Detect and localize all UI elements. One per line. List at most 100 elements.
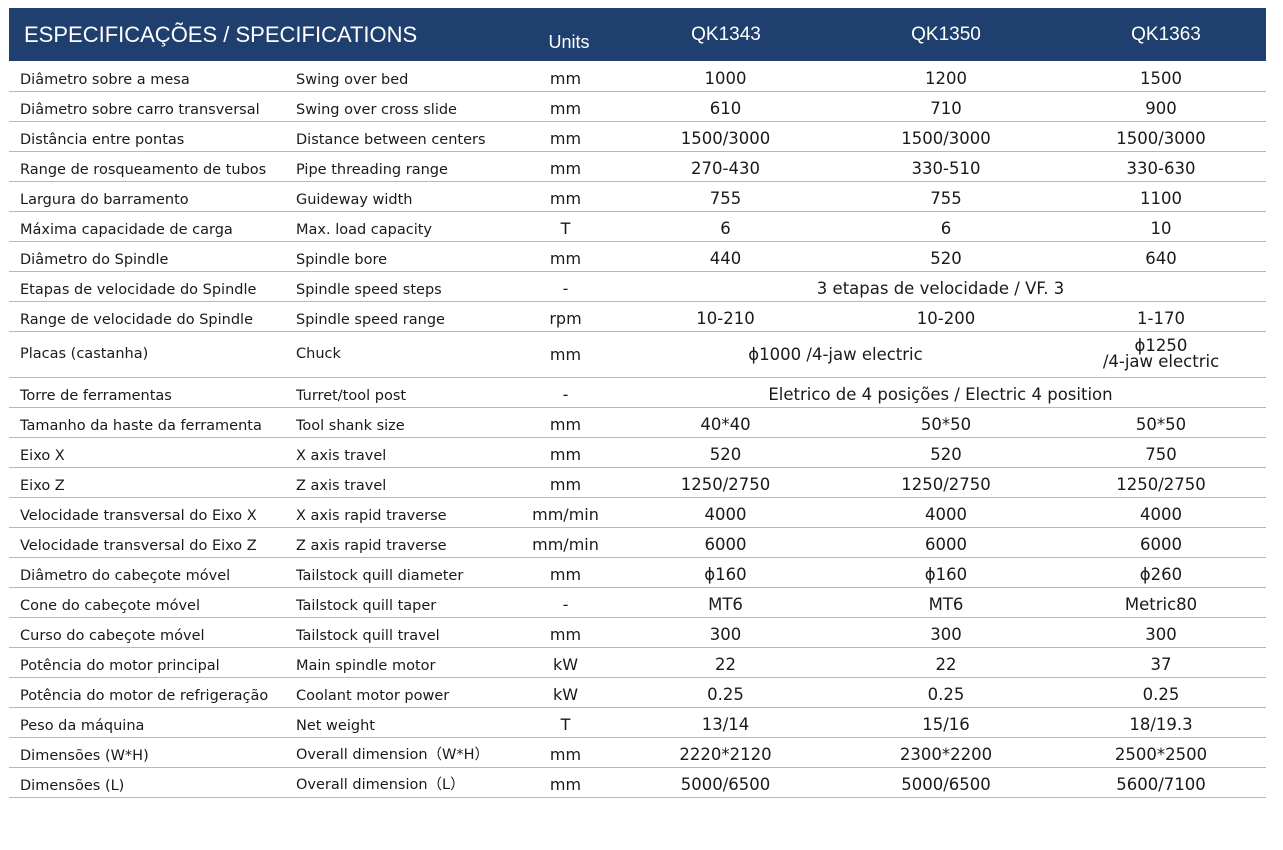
value-qk1343: 300 bbox=[615, 617, 836, 648]
unit-cell: - bbox=[516, 587, 615, 618]
label-english: Tailstock quill taper bbox=[296, 587, 516, 618]
unit-cell: rpm bbox=[516, 301, 615, 332]
value-qk1350: 1500/3000 bbox=[836, 121, 1056, 152]
specifications-table: Diâmetro sobre a mesa Swing over bed mm 100… bbox=[9, 61, 1266, 798]
unit-cell: mm bbox=[516, 407, 615, 438]
value-qk1343: 13/14 bbox=[615, 707, 836, 738]
unit-cell: mm bbox=[516, 151, 615, 182]
value-qk1350: 520 bbox=[836, 241, 1056, 272]
unit-cell: mm bbox=[516, 617, 615, 648]
table-row: Diâmetro sobre a mesa Swing over bed mm 100… bbox=[9, 61, 1266, 92]
value-qk1350: 5000/6500 bbox=[836, 767, 1056, 798]
value-all-models: Eletrico de 4 posições / Electric 4 posi… bbox=[615, 377, 1266, 408]
label-english: Guideway width bbox=[296, 181, 516, 212]
unit-cell: mm bbox=[516, 437, 615, 468]
table-row: Peso da máquina Net weight T 13/14 15/16 18/1… bbox=[9, 707, 1266, 738]
value-qk1350: 1250/2750 bbox=[836, 467, 1056, 498]
value-qk1350: ϕ160 bbox=[836, 557, 1056, 588]
value-qk1343: ϕ160 bbox=[615, 557, 836, 588]
table-row: Distância entre pontas Distance between c… bbox=[9, 121, 1266, 152]
unit-cell: mm bbox=[516, 61, 615, 92]
value-qk1343: 6000 bbox=[615, 527, 836, 558]
table-row: Curso do cabeçote móvel Tailstock quill t… bbox=[9, 617, 1266, 648]
value-qk1350: 300 bbox=[836, 617, 1056, 648]
unit-cell: - bbox=[516, 377, 615, 408]
unit-cell: T bbox=[516, 707, 615, 738]
value-qk1363: 0.25 bbox=[1056, 677, 1266, 708]
table-row: Placas (castanha) Chuck mm ϕ1000 /4-jaw ele… bbox=[9, 331, 1266, 378]
label-english: Turret/tool post bbox=[296, 377, 516, 408]
label-english: X axis travel bbox=[296, 437, 516, 468]
table-row: Range de rosqueamento de tubos Pipe threa… bbox=[9, 151, 1266, 182]
label-portuguese: Torre de ferramentas bbox=[9, 377, 296, 408]
value-qk1343: 4000 bbox=[615, 497, 836, 528]
value-qk1343: 0.25 bbox=[615, 677, 836, 708]
value-qk1363: 640 bbox=[1056, 241, 1266, 272]
value-qk1350: 6 bbox=[836, 211, 1056, 242]
chuck-qk1363-line1: ϕ1250 bbox=[1134, 336, 1188, 355]
label-english: Coolant motor power bbox=[296, 677, 516, 708]
label-portuguese: Diâmetro do cabeçote móvel bbox=[9, 557, 296, 588]
value-qk1363: 1-170 bbox=[1056, 301, 1266, 332]
value-qk1350: 520 bbox=[836, 437, 1056, 468]
value-qk1363: 5600/7100 bbox=[1056, 767, 1266, 798]
page-title: ESPECIFICAÇÕES / SPECIFICATIONS bbox=[24, 22, 418, 47]
value-qk1350: 6000 bbox=[836, 527, 1056, 558]
label-english: Distance between centers bbox=[296, 121, 516, 152]
table-row: Largura do barramento Guideway width mm 755… bbox=[9, 181, 1266, 212]
value-qk1363: 750 bbox=[1056, 437, 1266, 468]
unit-cell: - bbox=[516, 271, 615, 302]
label-portuguese: Eixo X bbox=[9, 437, 296, 468]
label-english: X axis rapid traverse bbox=[296, 497, 516, 528]
unit-cell: kW bbox=[516, 647, 615, 678]
label-portuguese: Peso da máquina bbox=[9, 707, 296, 738]
value-qk1363: ϕ1250/4-jaw electric bbox=[1056, 331, 1266, 378]
label-english: Max. load capacity bbox=[296, 211, 516, 242]
table-row: Tamanho da haste da ferramenta Tool shank… bbox=[9, 407, 1266, 438]
value-qk1343: 610 bbox=[615, 91, 836, 122]
value-qk1343-qk1350: ϕ1000 /4-jaw electric bbox=[615, 331, 1056, 378]
label-english: Net weight bbox=[296, 707, 516, 738]
label-portuguese: Largura do barramento bbox=[9, 181, 296, 212]
label-english: Tool shank size bbox=[296, 407, 516, 438]
label-english: Overall dimension（L） bbox=[296, 767, 516, 798]
unit-cell: T bbox=[516, 211, 615, 242]
value-qk1350: 330-510 bbox=[836, 151, 1056, 182]
value-qk1363: 37 bbox=[1056, 647, 1266, 678]
label-english: Tailstock quill travel bbox=[296, 617, 516, 648]
label-portuguese: Máxima capacidade de carga bbox=[9, 211, 296, 242]
value-all-models: 3 etapas de velocidade / VF. 3 bbox=[615, 271, 1266, 302]
label-portuguese: Distância entre pontas bbox=[9, 121, 296, 152]
value-qk1343: 1000 bbox=[615, 61, 836, 92]
value-qk1343: MT6 bbox=[615, 587, 836, 618]
label-english: Overall dimension（W*H） bbox=[296, 737, 516, 768]
table-header: ESPECIFICAÇÕES / SPECIFICATIONS Units QK… bbox=[9, 8, 1266, 61]
label-portuguese: Diâmetro sobre a mesa bbox=[9, 61, 296, 92]
unit-cell: mm/min bbox=[516, 527, 615, 558]
units-header: Units bbox=[548, 32, 590, 52]
table-row: Dimensões (W*H) Overall dimension（W*H） mm 2… bbox=[9, 737, 1266, 768]
value-qk1363: 300 bbox=[1056, 617, 1266, 648]
value-qk1343: 520 bbox=[615, 437, 836, 468]
value-qk1343: 440 bbox=[615, 241, 836, 272]
value-qk1363: 18/19.3 bbox=[1056, 707, 1266, 738]
unit-cell: mm bbox=[516, 467, 615, 498]
value-qk1363: 900 bbox=[1056, 91, 1266, 122]
value-qk1350: 755 bbox=[836, 181, 1056, 212]
label-english: Chuck bbox=[296, 331, 516, 378]
value-qk1363: Metric80 bbox=[1056, 587, 1266, 618]
label-portuguese: Range de rosqueamento de tubos bbox=[9, 151, 296, 182]
label-portuguese: Velocidade transversal do Eixo Z bbox=[9, 527, 296, 558]
table-row: Máxima capacidade de carga Max. load capa… bbox=[9, 211, 1266, 242]
value-qk1350: MT6 bbox=[836, 587, 1056, 618]
label-portuguese: Tamanho da haste da ferramenta bbox=[9, 407, 296, 438]
value-qk1363: 1500/3000 bbox=[1056, 121, 1266, 152]
label-english: Pipe threading range bbox=[296, 151, 516, 182]
label-portuguese: Curso do cabeçote móvel bbox=[9, 617, 296, 648]
value-qk1363: 6000 bbox=[1056, 527, 1266, 558]
label-english: Spindle bore bbox=[296, 241, 516, 272]
table-row: Dimensões (L) Overall dimension（L） mm 5000/… bbox=[9, 767, 1266, 798]
unit-cell: mm bbox=[516, 767, 615, 798]
